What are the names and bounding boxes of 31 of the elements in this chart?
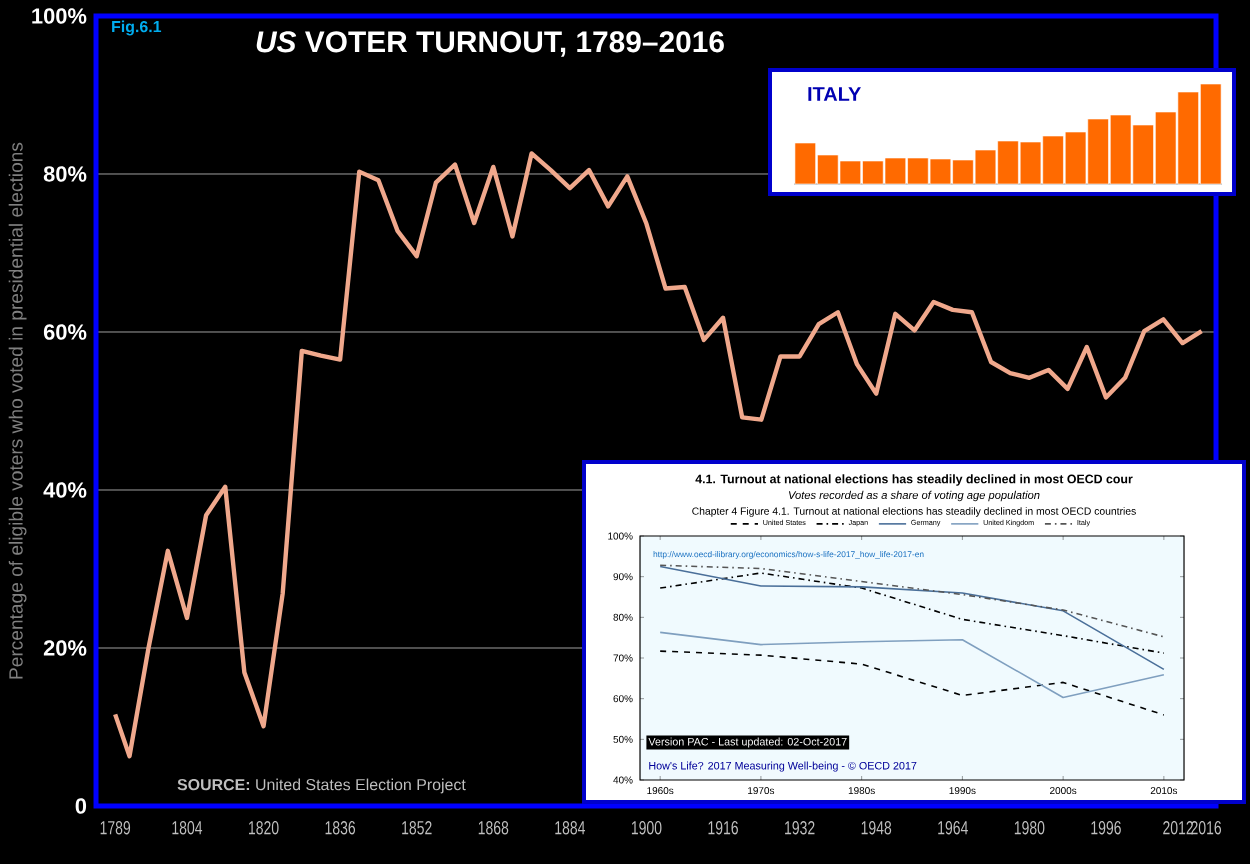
y-tick-label: 40% (43, 482, 87, 498)
line-series (112, 151, 1204, 759)
y-tick-label: 20% (43, 640, 87, 656)
x-tick-label: 1836 (325, 821, 356, 835)
line-series (659, 565, 1165, 671)
x-tick-label: 2016 (1191, 821, 1222, 835)
y-tick-label: 100% (32, 8, 87, 24)
line-series (659, 564, 1165, 638)
x-tick-label: 1916 (708, 821, 738, 835)
line-series (659, 650, 1165, 716)
x-tick-label: 1852 (402, 821, 432, 835)
x-tick-label: 1948 (861, 821, 892, 835)
y-axis-title: Percentage of eligible voters who voted in presidential elections (8, 142, 27, 679)
line-series (659, 631, 1165, 699)
line-series (659, 572, 1165, 654)
x-tick-label: 1868 (478, 821, 509, 835)
x-tick-label: 1900 (631, 821, 662, 835)
x-tick-label: 1932 (785, 821, 815, 835)
x-tick-label: 1980 (1014, 821, 1045, 835)
x-tick-label: 1964 (938, 821, 968, 835)
y-tick-label: 0 (75, 798, 87, 814)
x-tick-label: 1820 (249, 821, 279, 835)
x-tick-label: 1884 (555, 821, 586, 835)
x-tick-label: 1996 (1091, 821, 1121, 835)
x-tick-label: 1804 (172, 821, 203, 835)
chart-title: ITALY (808, 87, 861, 101)
y-tick-label: 80% (43, 166, 87, 182)
chart-title: US VOTER TURNOUT, 1789–2016 (256, 31, 724, 57)
x-tick-label: 2012 (1163, 821, 1193, 835)
x-tick-label: 1789 (100, 821, 131, 835)
y-tick-label: 60% (43, 324, 87, 340)
